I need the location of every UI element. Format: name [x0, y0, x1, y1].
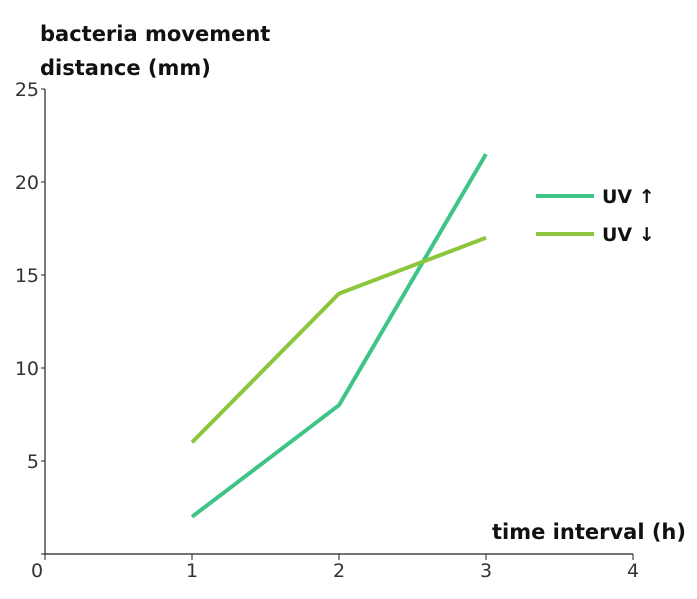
legend-label-2: UV ↓	[602, 224, 655, 246]
x-tick-label: 2	[333, 560, 345, 582]
ticks: 5 10 15 20 25 0 1 2 3 4	[15, 79, 639, 582]
y-tick-label: 20	[15, 172, 39, 194]
x-tick-label: 0	[31, 560, 43, 582]
legend-label-1: UV ↑	[602, 186, 655, 208]
series-lines	[190, 153, 488, 519]
legend: UV ↑ UV ↓	[536, 186, 655, 246]
y-tick-label: 15	[15, 265, 39, 287]
y-tick-label: 10	[15, 358, 39, 380]
series-line-2	[190, 235, 487, 444]
x-axis-title: time interval (h)	[492, 520, 686, 544]
x-tick-label: 3	[480, 560, 492, 582]
x-tick-label: 4	[627, 560, 639, 582]
axes	[44, 89, 633, 555]
y-axis-title-line-2: distance (mm)	[40, 56, 211, 80]
y-tick-label: 25	[15, 79, 39, 101]
y-axis-title-line-1: bacteria movement	[40, 22, 271, 46]
y-tick-label: 5	[27, 451, 39, 473]
x-tick-label: 1	[186, 560, 198, 582]
series-line-1	[190, 153, 488, 519]
